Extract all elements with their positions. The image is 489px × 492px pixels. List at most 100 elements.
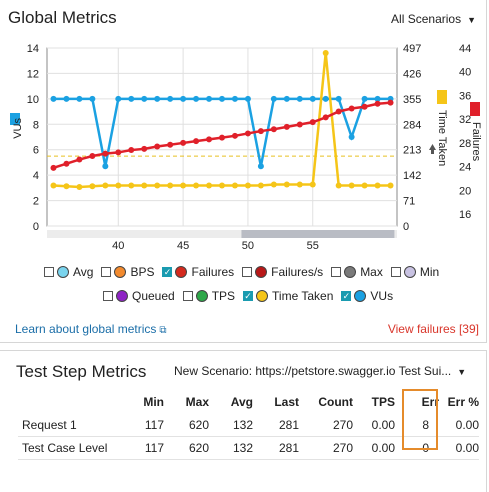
- col-tps-header[interactable]: TPS: [371, 395, 395, 409]
- left-axis-tick-label: 2: [33, 196, 39, 208]
- time-taken-data-point: [374, 182, 381, 189]
- avg-series-icon: [57, 266, 69, 278]
- legend-item-vus[interactable]: ✓ VUs: [341, 289, 393, 303]
- avg-label: Avg: [73, 265, 94, 279]
- test-step-scenario-dropdown[interactable]: New Scenario: https://petstore.swagger.i…: [174, 364, 466, 378]
- left-axis-tick-label: 10: [27, 94, 39, 106]
- min-checkbox[interactable]: [390, 267, 401, 277]
- min-cell: 117: [122, 414, 164, 437]
- time-taken-data-point: [102, 182, 109, 189]
- vus-data-point: [115, 95, 122, 102]
- vus-checkbox[interactable]: ✓: [341, 291, 352, 301]
- failures-per-second-checkbox[interactable]: [242, 267, 253, 277]
- learn-global-metrics-link[interactable]: Learn about global metrics ⧉: [15, 322, 167, 336]
- queued-checkbox[interactable]: [103, 291, 113, 301]
- time-taken-data-point: [348, 182, 355, 189]
- view-failures-link[interactable]: View failures [39]: [387, 322, 479, 336]
- col-count-header[interactable]: Count: [318, 395, 353, 409]
- max-checkbox[interactable]: [331, 267, 342, 277]
- vus-data-point: [231, 95, 238, 102]
- chart-scrollbar-thumb[interactable]: [241, 230, 395, 238]
- time-taken-checkbox[interactable]: ✓: [243, 291, 254, 301]
- vus-data-point: [219, 95, 225, 102]
- test-step-metrics-table: Min Max Avg Last Count TPS Err Err % Req…: [18, 390, 479, 460]
- avg-checkbox[interactable]: [44, 267, 54, 277]
- failures-data-point: [89, 152, 96, 159]
- time-taken-data-point: [387, 182, 394, 189]
- min-label: Min: [419, 265, 440, 279]
- table-row[interactable]: Test Case Level 117 620 132 281 270 0.00…: [18, 436, 479, 460]
- time-taken-data-point: [50, 182, 57, 189]
- queued-series-icon: [116, 290, 128, 302]
- failures-checkbox[interactable]: ✓: [162, 267, 173, 277]
- vus-data-point: [244, 95, 251, 102]
- legend-item-failures-per-second[interactable]: Failures/s: [242, 265, 323, 279]
- failures-tick-label: 44: [459, 43, 471, 55]
- failures-data-point: [309, 119, 316, 126]
- time-taken-data-point: [244, 182, 251, 189]
- time-taken-data-point: [296, 181, 303, 188]
- failures-data-point: [335, 108, 342, 115]
- tps-checkbox[interactable]: [182, 291, 193, 301]
- vus-data-point: [206, 95, 213, 102]
- vus-data-point: [361, 95, 368, 102]
- table-row[interactable]: Request 1 117 620 132 281 270 0.00 8 0.0…: [18, 414, 479, 437]
- pin-marker-icon[interactable]: [428, 144, 437, 156]
- col-last-header[interactable]: Last: [274, 395, 299, 409]
- min-series-icon: [403, 266, 416, 278]
- scenario-dropdown[interactable]: All Scenarios ▼: [391, 12, 476, 26]
- failures-data-point: [128, 147, 135, 154]
- left-axis-tick-label: 6: [33, 145, 39, 157]
- bps-series-icon: [114, 266, 127, 278]
- legend-item-queued[interactable]: Queued: [103, 289, 175, 303]
- failures-data-point: [141, 145, 148, 152]
- failures-data-point: [257, 128, 264, 135]
- left-axis-tick-label: 14: [27, 43, 39, 55]
- failures-data-point: [154, 143, 161, 150]
- time-taken-label: Time Taken: [272, 289, 334, 303]
- col-err-pct-header[interactable]: Err %: [447, 395, 479, 409]
- vus-data-point: [141, 95, 148, 102]
- chevron-down-icon: ▼: [467, 15, 476, 25]
- avg-cell: 132: [209, 436, 253, 460]
- vus-label: VUs: [370, 289, 394, 303]
- col-err-header[interactable]: Err: [421, 395, 439, 409]
- min-cell: 117: [122, 436, 164, 460]
- legend-item-tps[interactable]: TPS: [182, 289, 235, 303]
- time-taken-data-point: [128, 182, 135, 189]
- failures-data-point: [219, 134, 225, 141]
- failures-label: Failures: [191, 265, 235, 279]
- bps-checkbox[interactable]: [101, 267, 112, 277]
- legend-item-failures[interactable]: ✓ Failures: [162, 265, 234, 279]
- vus-data-point: [63, 95, 70, 102]
- col-avg-header[interactable]: Avg: [230, 395, 253, 409]
- failures-data-point: [283, 123, 290, 130]
- time-taken-data-point: [76, 183, 83, 190]
- learn-link-label: Learn about global metrics: [15, 322, 157, 336]
- time-taken-data-point: [309, 181, 316, 188]
- legend-item-max[interactable]: Max: [331, 265, 383, 279]
- vus-data-point: [335, 95, 342, 102]
- time-taken-tick-label: 71: [403, 196, 415, 208]
- bps-label: BPS: [130, 265, 155, 279]
- time-taken-tick-label: 426: [403, 68, 421, 80]
- time-taken-axis-label: Time Taken: [436, 110, 448, 167]
- col-min-header[interactable]: Min: [143, 395, 164, 409]
- col-max-header[interactable]: Max: [185, 395, 209, 409]
- failures-tick-label: 36: [459, 90, 471, 102]
- legend-item-min[interactable]: Min: [390, 265, 440, 279]
- failures-tick-label: 40: [459, 67, 471, 79]
- vus-data-point: [167, 95, 174, 102]
- row-name-cell: Test Case Level: [18, 436, 122, 460]
- legend-item-time-taken[interactable]: ✓ Time Taken: [243, 289, 333, 303]
- legend-item-bps[interactable]: BPS: [101, 265, 154, 279]
- avg-cell: 132: [209, 414, 253, 437]
- legend-item-avg[interactable]: Avg: [44, 265, 93, 279]
- failures-per-second-label: Failures/s: [271, 265, 324, 279]
- time-taken-series-icon: [256, 290, 269, 302]
- time-taken-data-point: [206, 182, 213, 189]
- time-taken-tick-label: 213: [403, 145, 421, 157]
- time-taken-data-point: [270, 181, 277, 188]
- x-axis-tick-label: 40: [112, 240, 124, 252]
